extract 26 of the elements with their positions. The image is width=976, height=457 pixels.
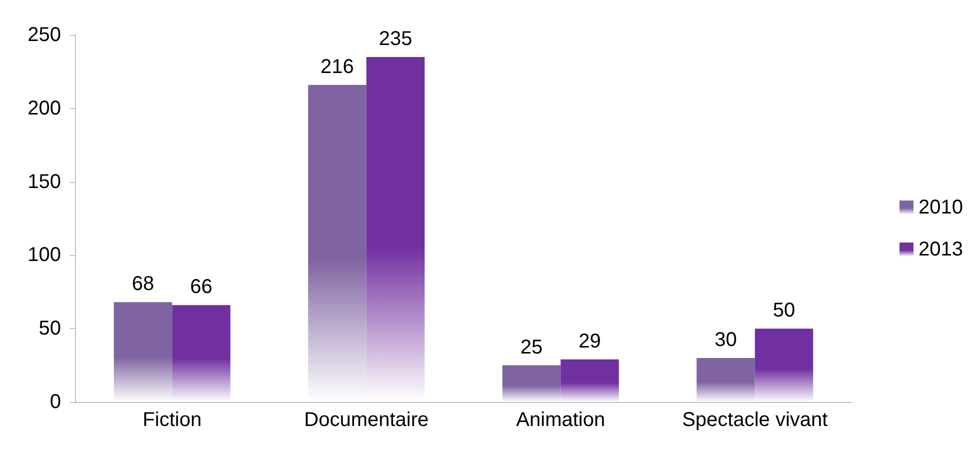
y-tick-label: 200	[28, 97, 61, 120]
legend-label: 2013	[918, 238, 964, 260]
data-label: 25	[520, 336, 543, 358]
bar	[560, 359, 619, 402]
bar	[754, 328, 814, 402]
y-tick-label: 100	[28, 244, 61, 266]
x-tick-label: Spectacle vivant	[682, 409, 828, 431]
data-label: 68	[132, 273, 154, 296]
bar	[696, 358, 755, 402]
x-tick-label: Animation	[516, 409, 606, 431]
bar	[172, 305, 230, 402]
bar	[502, 365, 561, 402]
y-tick-label: 150	[28, 170, 61, 193]
data-label: 216	[320, 56, 354, 78]
y-tick-label: 0	[50, 391, 61, 413]
bar	[114, 302, 172, 402]
x-tick-label: Documentaire	[304, 409, 429, 431]
legend-label: 2010	[918, 196, 964, 218]
data-label: 50	[772, 300, 796, 322]
data-label: 235	[378, 28, 412, 50]
y-tick-label: 250	[28, 24, 61, 46]
data-label: 30	[714, 328, 737, 351]
y-tick-label: 50	[38, 318, 61, 340]
data-label: 66	[190, 276, 212, 298]
data-label: 29	[578, 330, 601, 352]
x-tick-label: Fiction	[142, 409, 202, 431]
